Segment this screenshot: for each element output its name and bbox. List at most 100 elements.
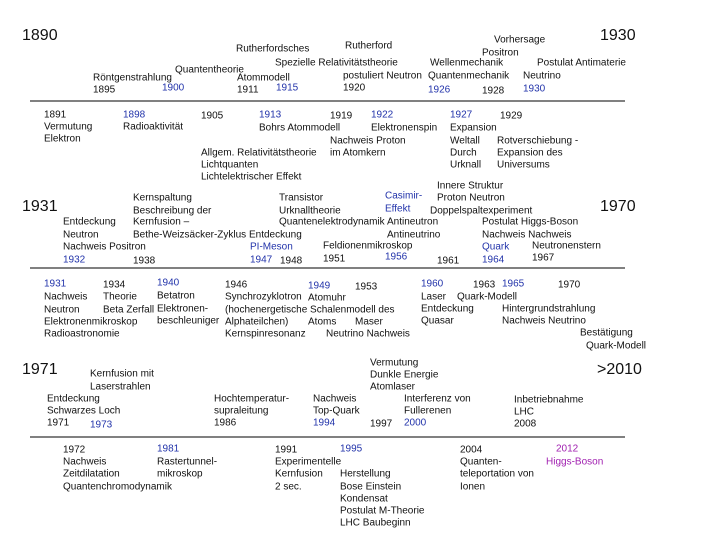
event-label: 1995	[340, 444, 363, 455]
event-label: Nachweis Proton	[330, 136, 406, 147]
event-label: 1973	[90, 420, 113, 431]
period-start: 1971	[22, 361, 58, 378]
event-label: mikroskop	[157, 469, 203, 480]
event-label: (hochenergetische Schalenmodell des	[225, 305, 395, 316]
event-label: 1964	[482, 255, 505, 266]
event-label: Vermutung	[370, 358, 418, 369]
event-label: Schwarzes Loch	[47, 406, 120, 417]
period-end: 1930	[600, 27, 636, 44]
event-label: Herstellung	[340, 469, 391, 480]
event-label: Radioastronomie	[44, 329, 120, 340]
event-label: PI-Meson	[250, 242, 293, 253]
event-label: Quark	[482, 242, 510, 253]
event-label: Maser	[355, 317, 383, 328]
event-label: Entdeckung	[63, 217, 116, 228]
event-label: Neutronenstern	[532, 241, 601, 252]
event-label: Entdeckung	[421, 304, 474, 315]
event-label: Positron	[482, 48, 519, 59]
event-label: 1994	[313, 418, 336, 429]
event-label: Elektronen-	[157, 304, 208, 315]
event-label: Proton Neutron	[437, 193, 505, 204]
event-label: 1926	[428, 85, 451, 96]
event-label: Doppelspaltexperiment	[430, 206, 533, 217]
event-label: Neutron	[63, 230, 99, 241]
event-label: 1967	[532, 253, 555, 264]
event-label: 1981	[157, 444, 180, 455]
event-label: 1972	[63, 445, 86, 456]
event-label: 1934	[103, 280, 126, 291]
event-label: Elektronenspin	[371, 123, 437, 134]
event-label: Betatron	[157, 291, 195, 302]
event-label: 1953	[355, 282, 378, 293]
event-label: LHC	[514, 407, 534, 418]
event-label: Laser	[421, 292, 447, 303]
event-label: Quark-Modell	[457, 292, 517, 303]
event-label: 1895	[93, 85, 116, 96]
event-label: 1963	[473, 280, 496, 291]
event-label: Postulat M-Theorie	[340, 506, 425, 517]
period-end: >2010	[597, 361, 642, 378]
event-label: Expansion	[450, 123, 497, 134]
event-label: 1997	[370, 419, 393, 430]
event-label: Kondensat	[340, 494, 388, 505]
event-label: Quanten-	[460, 457, 502, 468]
event-label: 1931	[44, 279, 67, 290]
event-label: teleportation von	[460, 469, 534, 480]
event-label: 1913	[259, 110, 282, 121]
event-label: Innere Struktur	[437, 181, 504, 192]
event-label: 1938	[133, 256, 156, 267]
event-label: Top-Quark	[313, 406, 361, 417]
event-label: 1946	[225, 280, 248, 291]
event-label: 1915	[276, 83, 299, 94]
event-label: Atoms	[308, 317, 336, 328]
event-label: Fullerenen	[404, 406, 451, 417]
event-label: Rutherford	[345, 41, 392, 52]
event-label: Nachweis Neutrino	[502, 316, 586, 327]
event-label: Urknall	[450, 160, 481, 171]
event-label: 1940	[157, 278, 180, 289]
event-label: Rotverschiebung -	[497, 136, 578, 147]
event-label: Atommodell	[237, 73, 290, 84]
event-label: 1961	[437, 256, 460, 267]
event-label: Kernspinresonanz	[225, 329, 306, 340]
event-label: Atomuhr	[308, 293, 346, 304]
event-label: Bestätigung	[580, 328, 633, 339]
event-label: Atomlaser	[370, 382, 416, 393]
event-label: im Atomkern	[330, 148, 386, 159]
event-label: Quark-Modell	[586, 341, 646, 352]
event-label: Rastertunnel-	[157, 457, 217, 468]
event-label: Theorie	[103, 292, 137, 303]
period-end: 1970	[600, 198, 636, 215]
event-label: postuliert Neutron	[343, 71, 422, 82]
event-label: Radioaktivität	[123, 122, 183, 133]
event-label: 2000	[404, 418, 427, 429]
event-label: Beschreibung der	[133, 206, 212, 217]
event-label: 1991	[275, 445, 298, 456]
event-label: Hochtemperatur-	[214, 394, 289, 405]
event-label: Elektronenmikroskop	[44, 317, 138, 328]
event-label: LHC Baubeginn	[340, 518, 411, 529]
event-label: Elektron	[44, 134, 81, 145]
event-label: Kernfusion	[275, 469, 323, 480]
event-label: Neutron	[44, 305, 80, 316]
event-label: Durch	[450, 148, 477, 159]
event-label: 2008	[514, 419, 537, 430]
event-label: Feldionenmikroskop	[323, 241, 413, 252]
event-label: 1971	[47, 418, 70, 429]
event-label: 1898	[123, 110, 146, 121]
event-label: Quantenmechanik	[428, 71, 510, 82]
event-label: 1960	[421, 279, 444, 290]
event-label: Quasar	[421, 316, 454, 327]
event-label: Spezielle Relativitätstheorie	[275, 58, 398, 69]
event-label: Nachweis Nachweis	[482, 230, 571, 241]
event-label: Kernspaltung	[133, 193, 192, 204]
event-label: 1891	[44, 110, 67, 121]
event-label: Vermutung	[44, 122, 92, 133]
event-label: Dunkle Energie	[370, 370, 439, 381]
event-label: Universums	[497, 160, 550, 171]
event-label: Urknalltheorie	[279, 206, 341, 217]
event-label: 1956	[385, 252, 408, 263]
event-label: 1965	[502, 279, 525, 290]
event-label: Entdeckung	[47, 394, 100, 405]
